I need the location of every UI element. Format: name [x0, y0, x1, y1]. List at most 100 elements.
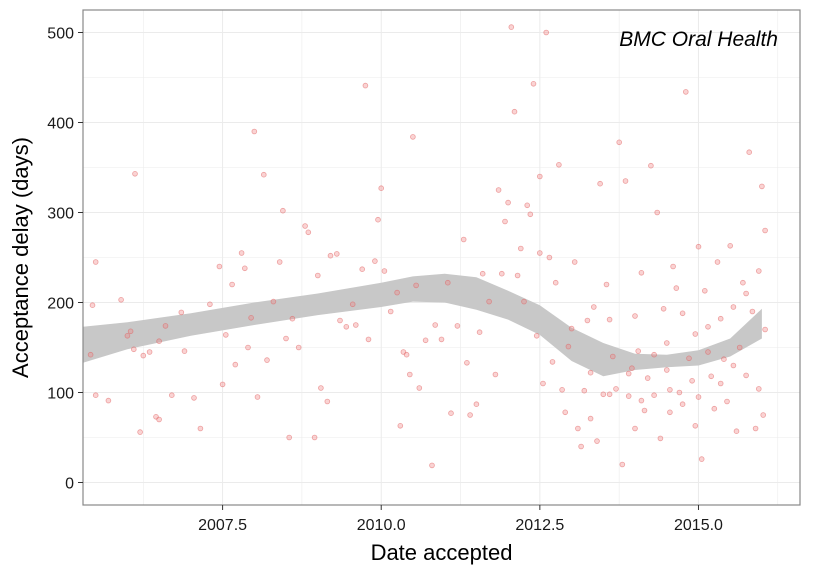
- data-point: [406, 371, 413, 378]
- data-point: [524, 202, 530, 209]
- data-point: [533, 332, 540, 339]
- data-point: [760, 412, 766, 418]
- data-point: [679, 310, 686, 317]
- data-point: [660, 305, 667, 312]
- data-point: [416, 385, 423, 391]
- data-point: [238, 250, 245, 256]
- data-point: [587, 415, 594, 422]
- x-tick-label: 2015.0: [674, 517, 723, 534]
- data-point: [632, 313, 638, 319]
- data-point: [207, 301, 213, 308]
- data-point: [587, 369, 594, 376]
- data-point: [505, 199, 511, 206]
- data-point: [162, 323, 169, 329]
- data-point: [432, 322, 439, 328]
- data-point: [632, 425, 638, 432]
- smooth-band: [83, 273, 762, 377]
- data-point: [197, 425, 204, 432]
- data-point: [762, 326, 768, 333]
- data-point: [759, 183, 765, 190]
- data-point: [549, 359, 556, 365]
- data-point: [663, 340, 670, 346]
- data-point: [546, 254, 553, 261]
- data-point: [105, 397, 112, 404]
- data-point: [536, 250, 543, 256]
- y-tick-label: 200: [47, 296, 74, 313]
- data-point: [755, 268, 762, 274]
- data-point: [701, 287, 708, 294]
- data-point: [622, 178, 629, 184]
- smooth-confidence-band: [83, 273, 762, 377]
- data-point: [181, 348, 188, 354]
- data-point: [644, 375, 651, 381]
- data-point: [394, 289, 400, 296]
- data-point: [343, 323, 350, 330]
- data-point: [511, 108, 518, 115]
- data-point: [714, 259, 721, 265]
- data-point: [676, 389, 683, 396]
- data-point: [740, 279, 746, 286]
- data-point: [692, 331, 699, 337]
- data-point: [118, 296, 124, 303]
- y-tick-label: 400: [47, 116, 74, 133]
- data-point: [711, 405, 718, 412]
- data-point: [508, 24, 515, 30]
- data-point: [191, 395, 197, 401]
- data-point: [254, 394, 261, 400]
- data-point: [670, 263, 676, 270]
- data-point: [124, 332, 131, 339]
- data-point: [616, 139, 622, 146]
- data-point: [156, 416, 162, 423]
- data-point: [460, 236, 467, 243]
- data-point: [717, 380, 724, 387]
- data-point: [464, 359, 470, 366]
- data-point: [590, 304, 597, 310]
- data-point: [314, 272, 321, 279]
- data-point: [502, 218, 508, 225]
- data-point: [746, 149, 752, 156]
- data-point: [686, 355, 692, 362]
- data-point: [387, 308, 394, 315]
- data-point: [397, 422, 404, 429]
- data-point: [92, 259, 99, 265]
- data-point: [575, 425, 581, 432]
- data-point: [242, 265, 248, 272]
- data-point: [127, 328, 134, 335]
- data-point: [559, 386, 565, 393]
- data-point: [730, 304, 737, 310]
- axes: 2007.5 2010.0 2012.5 2015.0 0 100 200 300 400 500: [47, 26, 723, 535]
- data-point: [648, 162, 654, 169]
- x-axis-title: Date accepted: [371, 540, 513, 565]
- data-point: [673, 285, 680, 291]
- data-point: [498, 270, 505, 277]
- data-point: [762, 227, 768, 234]
- data-point: [514, 272, 521, 279]
- data-point: [295, 344, 302, 351]
- data-point: [438, 336, 445, 343]
- data-point: [223, 332, 229, 338]
- data-point: [667, 386, 673, 393]
- x-tick-label: 2010.0: [357, 517, 406, 534]
- data-point: [131, 346, 137, 353]
- data-point: [324, 398, 331, 405]
- scatter-points: [87, 24, 768, 469]
- data-point: [479, 270, 486, 277]
- data-point: [232, 361, 239, 368]
- data-point: [654, 209, 660, 216]
- data-point: [454, 323, 461, 329]
- data-point: [600, 391, 607, 398]
- data-point: [629, 365, 635, 372]
- data-point: [651, 351, 657, 358]
- data-point: [743, 290, 749, 297]
- data-point: [651, 392, 657, 399]
- data-point: [422, 337, 429, 344]
- data-point: [562, 409, 568, 416]
- data-point: [613, 386, 619, 392]
- data-point: [337, 317, 343, 324]
- data-point: [695, 394, 702, 400]
- data-point: [625, 393, 632, 399]
- data-point: [733, 428, 740, 435]
- data-point: [625, 370, 632, 377]
- data-point: [260, 171, 267, 178]
- data-point: [311, 434, 318, 441]
